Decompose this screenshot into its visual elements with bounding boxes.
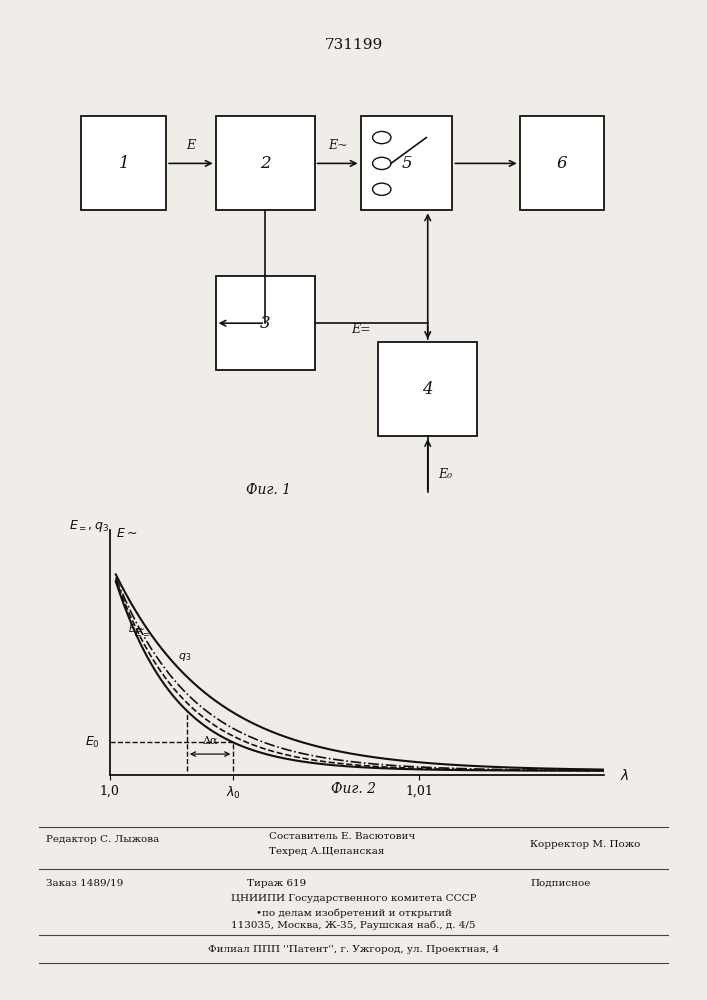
Text: $E{\sim}$: $E{\sim}$ — [116, 527, 137, 540]
Text: E₀: E₀ — [438, 468, 452, 481]
Text: 1: 1 — [118, 155, 129, 172]
Text: E~: E~ — [328, 139, 347, 152]
Text: Подписное: Подписное — [530, 879, 590, 888]
Text: Редактор С. Лыжова: Редактор С. Лыжова — [46, 835, 159, 844]
Text: 4: 4 — [422, 380, 433, 397]
Text: Составитель Е. Васютович: Составитель Е. Васютович — [269, 832, 415, 841]
Text: Корректор М. Пожо: Корректор М. Пожо — [530, 840, 641, 849]
Text: E: E — [187, 139, 195, 152]
Text: Тираж 619: Тираж 619 — [247, 879, 307, 888]
Text: $E_{=},q_3$: $E_{=},q_3$ — [69, 518, 110, 534]
FancyBboxPatch shape — [216, 276, 315, 370]
FancyBboxPatch shape — [361, 116, 452, 210]
Text: Δα: Δα — [202, 736, 218, 746]
Text: $E{\sim}$: $E{\sim}$ — [128, 622, 146, 634]
Text: 731199: 731199 — [325, 38, 382, 52]
Text: Фиг. 2: Фиг. 2 — [331, 782, 376, 796]
Text: 6: 6 — [556, 155, 568, 172]
Text: 113035, Москва, Ж-35, Раушская наб., д. 4/5: 113035, Москва, Ж-35, Раушская наб., д. … — [231, 921, 476, 930]
Text: Фиг. 1: Фиг. 1 — [246, 483, 291, 497]
Text: $E_{=}$: $E_{=}$ — [134, 627, 151, 638]
Text: 2: 2 — [259, 155, 271, 172]
Text: Техред А.Щепанская: Техред А.Щепанская — [269, 847, 384, 856]
FancyBboxPatch shape — [378, 342, 477, 436]
FancyBboxPatch shape — [520, 116, 604, 210]
Text: $q_3$: $q_3$ — [177, 651, 191, 663]
Text: E=: E= — [351, 323, 371, 336]
Text: 5: 5 — [401, 155, 412, 172]
Text: •по делам изобретений и открытий: •по делам изобретений и открытий — [255, 908, 452, 918]
Text: Заказ 1489/19: Заказ 1489/19 — [46, 879, 123, 888]
FancyBboxPatch shape — [81, 116, 166, 210]
FancyBboxPatch shape — [216, 116, 315, 210]
Text: ЦНИИПИ Государственного комитета СССР: ЦНИИПИ Государственного комитета СССР — [230, 894, 477, 903]
Text: $\lambda$: $\lambda$ — [620, 768, 629, 782]
Text: $E_0$: $E_0$ — [86, 735, 100, 750]
Text: 3: 3 — [259, 315, 271, 332]
Text: Филиал ППП ''Патент'', г. Ужгород, ул. Проектная, 4: Филиал ППП ''Патент'', г. Ужгород, ул. П… — [208, 945, 499, 954]
